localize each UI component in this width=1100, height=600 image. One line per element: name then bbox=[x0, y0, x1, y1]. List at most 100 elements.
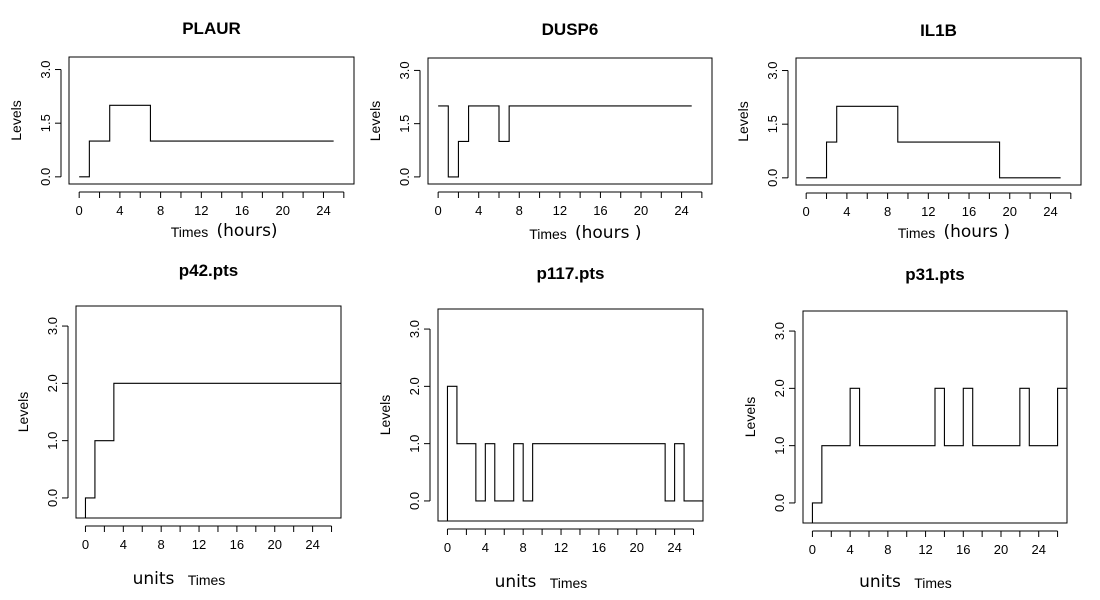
y-tick-label: 0.0 bbox=[765, 169, 780, 187]
x-tick-label: 0 bbox=[444, 540, 451, 555]
x-tick-label: 24 bbox=[667, 540, 681, 555]
x-tick-label: 16 bbox=[230, 537, 244, 552]
x-tick-label: 12 bbox=[921, 204, 935, 219]
x-tick-label: 20 bbox=[276, 203, 290, 218]
y-tick-label: 1.5 bbox=[38, 114, 53, 132]
series-line-p42 bbox=[84, 382, 341, 518]
panel-p117: p117.pts 0 4 8 12 16 20 24 0.0 1.0 2.0 3.0 Levels uni… bbox=[377, 264, 704, 592]
x-axis-label: Times bbox=[914, 575, 952, 591]
y-tick-label: 0.0 bbox=[38, 168, 53, 186]
x-tick-label: 0 bbox=[809, 542, 816, 557]
x-tick-label: 8 bbox=[158, 537, 165, 552]
plot-frame bbox=[68, 56, 355, 185]
x-tick-label: 24 bbox=[1031, 542, 1045, 557]
y-tick-label: 1.0 bbox=[45, 432, 60, 450]
x-tick-label: 16 bbox=[235, 203, 249, 218]
x-tick-label: 4 bbox=[116, 203, 123, 218]
x-tick-label: 20 bbox=[630, 540, 644, 555]
x-axis-unit: units bbox=[859, 572, 901, 592]
x-tick-label: 24 bbox=[1043, 204, 1057, 219]
chart-title: PLAUR bbox=[182, 19, 241, 38]
y-tick-label: 2.0 bbox=[407, 377, 422, 395]
x-tick-label: 8 bbox=[884, 542, 891, 557]
y-tick-label: 0.0 bbox=[397, 168, 412, 186]
y-tick-label: 3.0 bbox=[407, 320, 422, 338]
x-axis-label: Times bbox=[550, 575, 588, 591]
x-tick-label: 0 bbox=[435, 203, 442, 218]
series-line-il1b bbox=[806, 105, 1061, 179]
x-tick-label: 16 bbox=[593, 203, 607, 218]
x-axis-unit: (hours) bbox=[217, 221, 278, 241]
x-axis-unit: (hours ) bbox=[944, 222, 1010, 242]
y-tick-label: 0.0 bbox=[407, 492, 422, 510]
x-tick-label: 0 bbox=[76, 203, 83, 218]
x-axis-unit: units bbox=[133, 569, 175, 589]
x-tick-label: 0 bbox=[803, 204, 810, 219]
x-axis-label: Times bbox=[188, 572, 226, 588]
y-tick-label: 3.0 bbox=[38, 60, 53, 78]
y-tick-label: 1.0 bbox=[772, 437, 787, 455]
plot-frame bbox=[795, 57, 1082, 186]
x-axis-unit: units bbox=[495, 572, 537, 592]
x-tick-label: 20 bbox=[994, 542, 1008, 557]
chart-title: p117.pts bbox=[536, 264, 604, 283]
x-tick-label: 16 bbox=[962, 204, 976, 219]
chart-title: p42.pts bbox=[179, 261, 239, 280]
series-line-plaur bbox=[79, 104, 334, 178]
y-axis-label: Levels bbox=[377, 395, 393, 435]
x-tick-label: 4 bbox=[482, 540, 489, 555]
chart-title: IL1B bbox=[920, 21, 957, 40]
x-tick-label: 24 bbox=[316, 203, 330, 218]
plot-frame bbox=[802, 310, 1068, 524]
y-axis-label: Levels bbox=[367, 101, 383, 141]
y-tick-label: 3.0 bbox=[397, 61, 412, 79]
series-line-dusp6 bbox=[438, 105, 692, 178]
x-tick-label: 8 bbox=[520, 540, 527, 555]
series-line-p117 bbox=[446, 385, 703, 521]
x-tick-label: 20 bbox=[1003, 204, 1017, 219]
y-tick-label: 2.0 bbox=[772, 379, 787, 397]
y-tick-label: 0.0 bbox=[45, 489, 60, 507]
y-tick-label: 1.5 bbox=[397, 115, 412, 133]
y-tick-label: 3.0 bbox=[772, 322, 787, 340]
x-tick-label: 12 bbox=[553, 203, 567, 218]
panel-plaur: PLAUR 0 4 8 12 16 20 24 0.0 1.5 3.0 Levels Times (hou… bbox=[8, 19, 355, 241]
chart-title: DUSP6 bbox=[542, 20, 599, 39]
x-tick-label: 12 bbox=[194, 203, 208, 218]
y-tick-label: 1.5 bbox=[765, 115, 780, 133]
y-tick-label: 3.0 bbox=[45, 317, 60, 335]
x-tick-label: 20 bbox=[634, 203, 648, 218]
x-axis-label: Times bbox=[171, 224, 209, 240]
panel-p42: p42.pts 0 4 8 12 16 20 24 0.0 1.0 2.0 3.0 Levels unit… bbox=[15, 261, 342, 589]
y-axis-label: Levels bbox=[742, 397, 758, 437]
y-tick-label: 1.0 bbox=[407, 435, 422, 453]
panel-dusp6: DUSP6 0 4 8 12 16 20 24 0.0 1.5 3.0 Levels Times (hou… bbox=[367, 20, 713, 243]
plot-frame bbox=[75, 305, 342, 519]
x-axis-label: Times bbox=[898, 225, 936, 241]
y-axis-label: Levels bbox=[15, 392, 31, 432]
chart-title: p31.pts bbox=[905, 265, 965, 284]
x-axis-unit: (hours ) bbox=[575, 223, 641, 243]
y-tick-label: 2.0 bbox=[45, 374, 60, 392]
x-tick-label: 24 bbox=[674, 203, 688, 218]
x-tick-label: 4 bbox=[843, 204, 850, 219]
x-tick-label: 8 bbox=[884, 204, 891, 219]
x-tick-label: 8 bbox=[516, 203, 523, 218]
x-tick-label: 20 bbox=[268, 537, 282, 552]
series-line-p31 bbox=[811, 387, 1067, 523]
plot-frame bbox=[437, 308, 704, 522]
x-tick-label: 16 bbox=[956, 542, 970, 557]
plot-frame bbox=[427, 57, 713, 185]
y-axis-label: Levels bbox=[735, 101, 751, 141]
x-tick-label: 24 bbox=[305, 537, 319, 552]
x-tick-label: 12 bbox=[554, 540, 568, 555]
y-tick-label: 3.0 bbox=[765, 61, 780, 79]
x-tick-label: 8 bbox=[157, 203, 164, 218]
x-tick-label: 12 bbox=[918, 542, 932, 557]
x-tick-label: 4 bbox=[847, 542, 854, 557]
x-tick-label: 4 bbox=[475, 203, 482, 218]
x-tick-label: 16 bbox=[592, 540, 606, 555]
x-tick-label: 4 bbox=[120, 537, 127, 552]
y-tick-label: 0.0 bbox=[772, 494, 787, 512]
